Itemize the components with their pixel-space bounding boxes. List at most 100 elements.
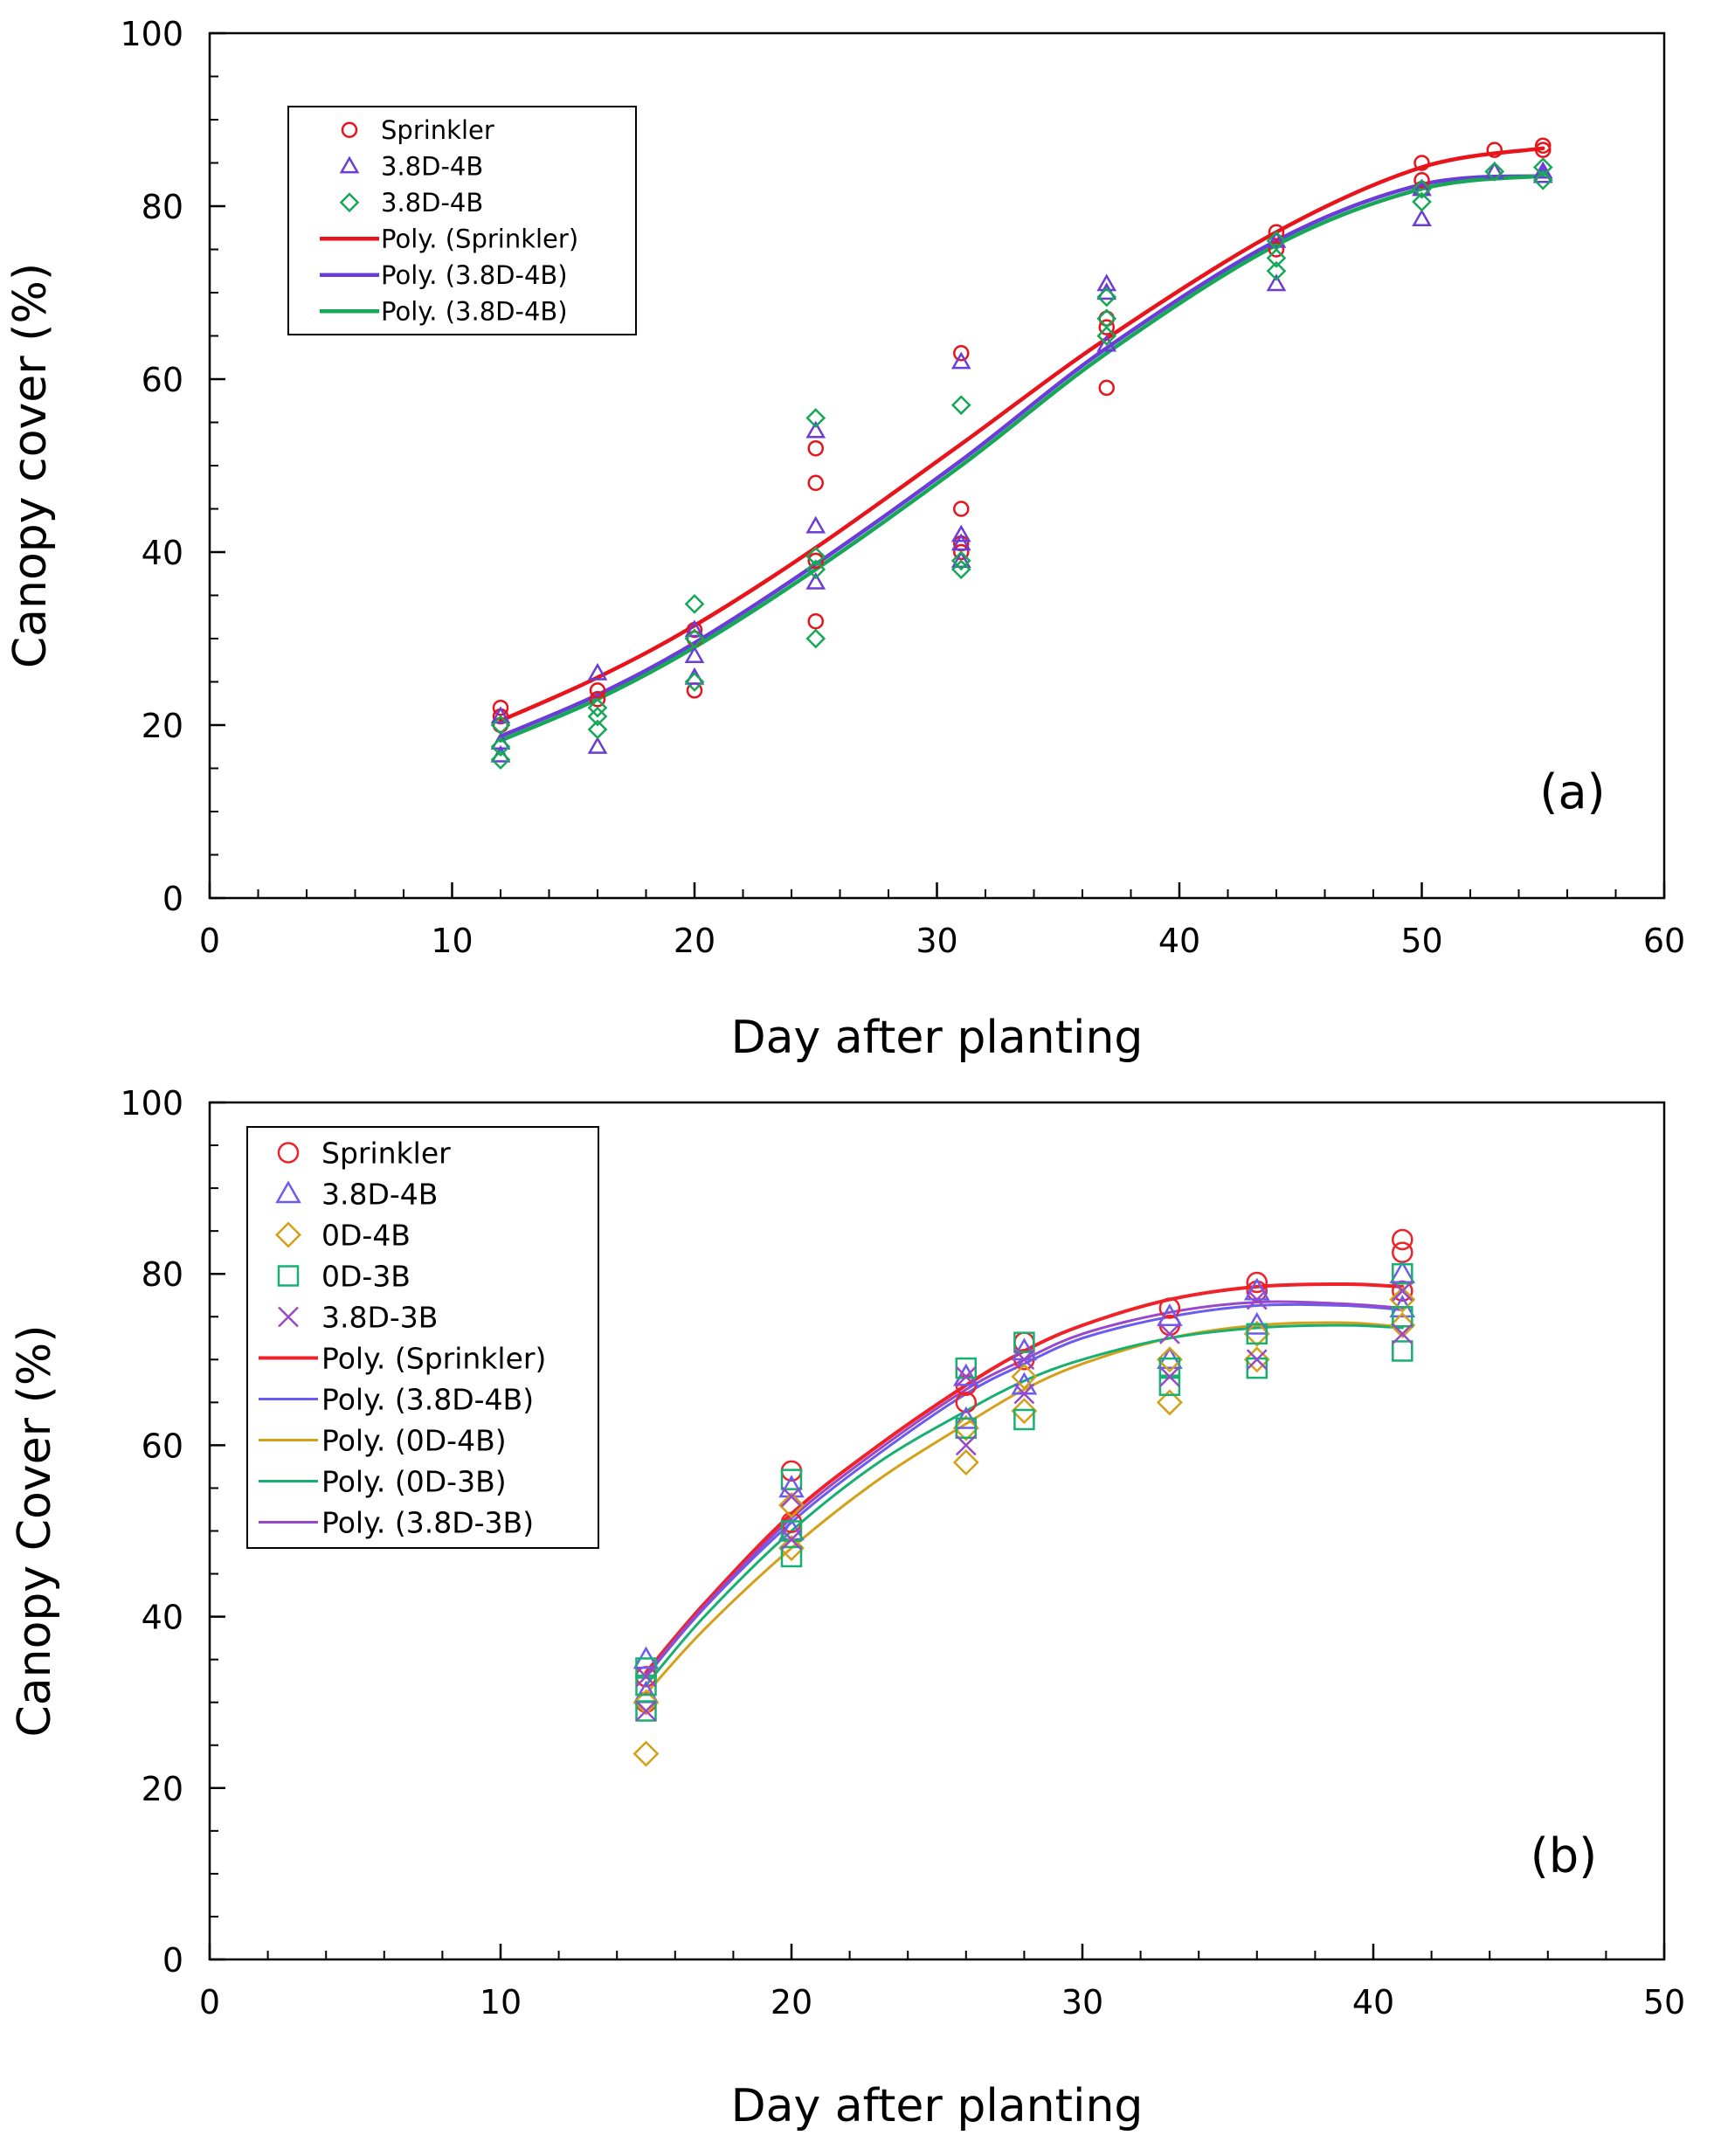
panel-b-legend-swatch-marker-stroke-2 <box>278 1306 299 1328</box>
panel-b-series-1-data-point <box>1157 1303 1183 1326</box>
panel-a-series-2-data-point <box>1266 248 1287 268</box>
panel-b-y-tick-label: 60 <box>142 1427 183 1465</box>
panel-b-series-4-data-point-stroke-2 <box>955 1434 977 1456</box>
panel-b-series-0-data-point <box>1392 1228 1413 1251</box>
panel-b-series-4-data-point-stroke-2 <box>635 1666 657 1688</box>
panel-a-series-1-data-point <box>1266 273 1287 292</box>
panel-b-series-4-data-point-stroke-2 <box>1013 1349 1035 1371</box>
panel-a-series-2-data-point <box>950 559 971 580</box>
panel-b-x-tick-label: 50 <box>1643 1983 1685 2021</box>
panel-a-series-0-data-point <box>1413 155 1430 171</box>
panel-b-series-4-data-point <box>635 1666 657 1688</box>
panel-a-series-5-fit-line <box>498 174 1545 743</box>
panel-a-legend-swatch-marker <box>339 192 360 213</box>
panel-a-series-0-data-point <box>1535 142 1552 158</box>
panel-b-legend-label: Poly. (Sprinkler) <box>321 1341 546 1375</box>
panel-b-series-0-data-point <box>955 1392 978 1413</box>
panel-a-series-1-data-point <box>805 420 826 439</box>
panel-a-x-tick-label: 40 <box>1158 922 1200 960</box>
panel-a-y-tick-label: 40 <box>142 534 183 572</box>
panel-a-series-2-data-point <box>684 628 705 649</box>
panel-b-legend-label: Sprinkler <box>321 1136 451 1170</box>
panel-a-series-1-data-point <box>805 515 826 534</box>
panel-a-series-0-data-point <box>1535 137 1552 154</box>
panel-a-series-0-data-point <box>1268 241 1285 258</box>
panel-a-series-2-data-point <box>1412 191 1432 212</box>
panel-b-legend-label: 3.8D-3B <box>321 1300 438 1334</box>
panel-a-series-0-data-point <box>953 345 970 362</box>
panel-a-panel-label: (a) <box>1539 764 1605 819</box>
panel-b-series-2-data-point <box>1243 1320 1270 1347</box>
panel-b-series-4-data-point <box>635 1700 657 1722</box>
panel-a-series-0-data-point <box>1486 142 1503 158</box>
panel-a-series-2-data-point <box>587 719 608 740</box>
panel-b-series-4-data-point-stroke-2 <box>1246 1289 1268 1310</box>
panel-b-legend-label: Poly. (0D-3B) <box>321 1464 507 1498</box>
panel-a-series-0-data-point <box>589 691 606 708</box>
panel-b-series-2-data-point <box>1011 1398 1038 1425</box>
panel-b-series-4-data-point <box>1392 1323 1413 1344</box>
panel-b-series-1-data-point <box>1389 1261 1416 1283</box>
panel-a-series-2-data-point <box>490 715 511 736</box>
panel-a-series-1-data-point <box>950 524 971 542</box>
panel-a-series-2-data-point <box>490 736 511 757</box>
panel-a-series-2-data-point <box>684 672 705 692</box>
panel-b-chart: 0 10 20 30 40 50 0 20 40 60 80 100 Day after plantin… <box>9 1084 1685 2132</box>
panel-b-series-4-data-point-stroke-2 <box>1159 1323 1180 1344</box>
panel-b-series-4-data-point-stroke-2 <box>781 1486 802 1508</box>
panel-b-series-2-data-point <box>778 1535 805 1562</box>
panel-a-x-tick-label: 10 <box>431 922 473 960</box>
panel-b-y-tick-label: 100 <box>120 1084 183 1123</box>
panel-a-series-1-data-point <box>1266 230 1287 248</box>
panel-b-y-tick-label: 20 <box>142 1770 183 1808</box>
panel-b-series-2-data-point <box>632 1689 660 1716</box>
panel-a-series-2-data-point <box>805 628 826 649</box>
panel-a-series-2-data-point <box>1532 157 1553 177</box>
panel-a-series-0-data-point <box>807 552 824 570</box>
panel-a-series-2-data-point <box>1484 162 1505 182</box>
panel-a-series-2-data-point <box>684 594 705 614</box>
panel-b-series-4-data-point <box>1159 1366 1180 1387</box>
panel-b-series-2-data-point <box>1389 1286 1416 1313</box>
panel-b-series-2-data-point <box>1243 1346 1270 1373</box>
panel-a-series-0-data-point <box>1098 319 1115 335</box>
panel-b-y-tick-label: 80 <box>142 1255 183 1294</box>
panel-a-series-2-data-point <box>1096 287 1117 308</box>
panel-b-series-3-data-point <box>1013 1331 1035 1353</box>
panel-b-series-4-data-point-stroke-2 <box>781 1529 802 1551</box>
panel-b-x-axis-title: Day after planting <box>731 2080 1144 2132</box>
panel-b-series-3-data-point <box>1246 1323 1268 1345</box>
panel-a-series-0-data-point <box>589 682 606 699</box>
panel-b-series-2-data-point <box>632 1740 660 1767</box>
panel-a-series-1-data-point <box>1412 209 1432 226</box>
panel-b-series-0-data-point <box>1246 1271 1268 1294</box>
panel-b-series-4-data-point-stroke-2 <box>1159 1366 1180 1387</box>
panel-b-series-2-data-point <box>778 1492 805 1519</box>
panel-b-series-4-data-point-stroke-2 <box>1013 1383 1035 1405</box>
panel-b-series-4-data-point <box>1246 1289 1268 1310</box>
panel-b-series-0-data-point <box>1158 1297 1181 1319</box>
panel-b-x-tick-label: 0 <box>199 1983 220 2021</box>
panel-b-legend-swatch-marker <box>277 1265 300 1287</box>
panel-b-series-4-data-point <box>955 1366 977 1387</box>
panel-b-series-4-data-point <box>781 1486 802 1508</box>
panel-b-series-4-data-point-stroke-2 <box>955 1366 977 1387</box>
panel-a-chart: 0 10 20 30 40 50 60 0 20 40 60 80 100 Day after plant… <box>4 15 1685 1064</box>
panel-a-series-0-data-point <box>807 439 824 457</box>
panel-b-series-2-data-point <box>1011 1363 1038 1390</box>
panel-b-y-tick-label: 0 <box>162 1941 183 1980</box>
panel-b-legend-label: Poly. (3.8D-3B) <box>321 1505 534 1539</box>
panel-b-x-tick-label: 20 <box>771 1983 812 2021</box>
panel-b-y-axis-title: Canopy Cover (%) <box>9 1324 61 1737</box>
panel-a-series-1-data-point <box>805 571 826 590</box>
panel-a-series-2-data-point <box>587 697 608 718</box>
panel-a-x-tick-label: 20 <box>674 922 715 960</box>
panel-b-series-4-data-point-stroke-2 <box>1392 1280 1413 1302</box>
panel-b-series-4-data-point-stroke-2 <box>635 1700 657 1722</box>
panel-a-y-tick-label: 0 <box>162 880 183 918</box>
panel-b-series-3-data-point <box>1392 1262 1413 1285</box>
panel-a-series-1-data-point <box>1484 161 1505 179</box>
panel-a-series-1-data-point <box>950 351 971 370</box>
